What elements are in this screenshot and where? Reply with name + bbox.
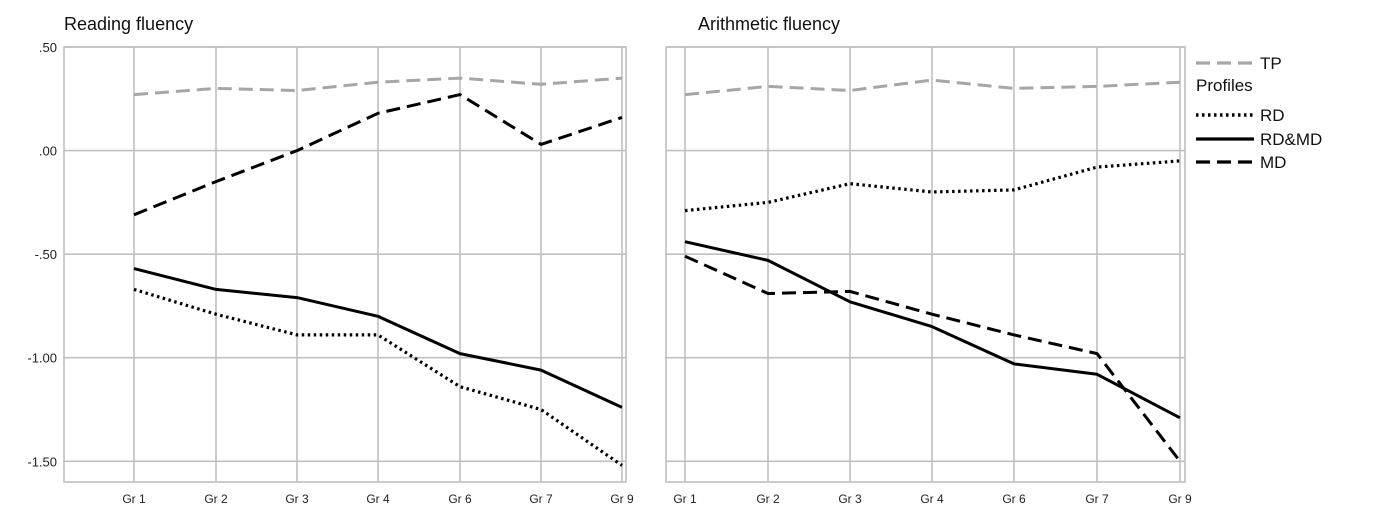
series-line-tp bbox=[133, 76, 623, 97]
plot-frame bbox=[665, 46, 1186, 483]
arithmetic-panel-title: Arithmetic fluency bbox=[698, 14, 840, 34]
series-line-md bbox=[684, 254, 1182, 463]
y-tick-label: .50 bbox=[39, 40, 57, 55]
y-tick-label: -1.50 bbox=[27, 454, 57, 469]
series-line-rdmd bbox=[684, 240, 1181, 420]
reading-panel-title: Reading fluency bbox=[64, 14, 193, 34]
plot-frame bbox=[63, 46, 627, 483]
x-tick-label: Gr 6 bbox=[1002, 492, 1026, 506]
x-tick-label: Gr 3 bbox=[838, 492, 862, 506]
x-tick-label: Gr 1 bbox=[122, 492, 146, 506]
y-tick-label: -.50 bbox=[35, 247, 57, 262]
x-tick-label: Gr 6 bbox=[448, 492, 472, 506]
y-tick-label: -1.00 bbox=[27, 351, 57, 366]
series-line-rdmd bbox=[133, 267, 623, 409]
x-tick-label: Gr 9 bbox=[1168, 492, 1192, 506]
series-line-md bbox=[133, 93, 623, 217]
x-tick-label: Gr 7 bbox=[1085, 492, 1109, 506]
x-tick-label: Gr 4 bbox=[920, 492, 944, 506]
legend-label-tp: TP bbox=[1260, 54, 1282, 73]
legend-title: Profiles bbox=[1196, 76, 1253, 95]
x-tick-label: Gr 3 bbox=[285, 492, 309, 506]
panel-reading-fluency: Gr 1 Gr 2 Gr 3 Gr 4 Gr 6 Gr 7 Gr 9 bbox=[63, 46, 634, 506]
panel-arithmetic-fluency: Gr 1 Gr 2 Gr 3 Gr 4 Gr 6 Gr 7 Gr 9 bbox=[665, 46, 1192, 506]
x-tick-label: Gr 4 bbox=[366, 492, 390, 506]
x-tick-label: Gr 1 bbox=[673, 492, 697, 506]
series-line-rd bbox=[133, 287, 623, 467]
x-tick-label: Gr 9 bbox=[610, 492, 634, 506]
y-axis-ticks: .50 .00 -.50 -1.00 -1.50 bbox=[27, 40, 57, 469]
legend: TP Profiles RD RD&MD MD bbox=[1196, 54, 1322, 172]
legend-label-rdmd: RD&MD bbox=[1260, 130, 1322, 149]
plot-panels: Gr 1 Gr 2 Gr 3 Gr 4 Gr 6 Gr 7 Gr 9 Gr 1 Gr 2 Gr 3… bbox=[63, 46, 1192, 506]
y-tick-label: .00 bbox=[39, 144, 57, 159]
x-tick-label: Gr 7 bbox=[529, 492, 553, 506]
x-tick-label: Gr 2 bbox=[204, 492, 228, 506]
legend-label-md: MD bbox=[1260, 153, 1286, 172]
legend-label-rd: RD bbox=[1260, 106, 1285, 125]
x-tick-label: Gr 2 bbox=[756, 492, 780, 506]
